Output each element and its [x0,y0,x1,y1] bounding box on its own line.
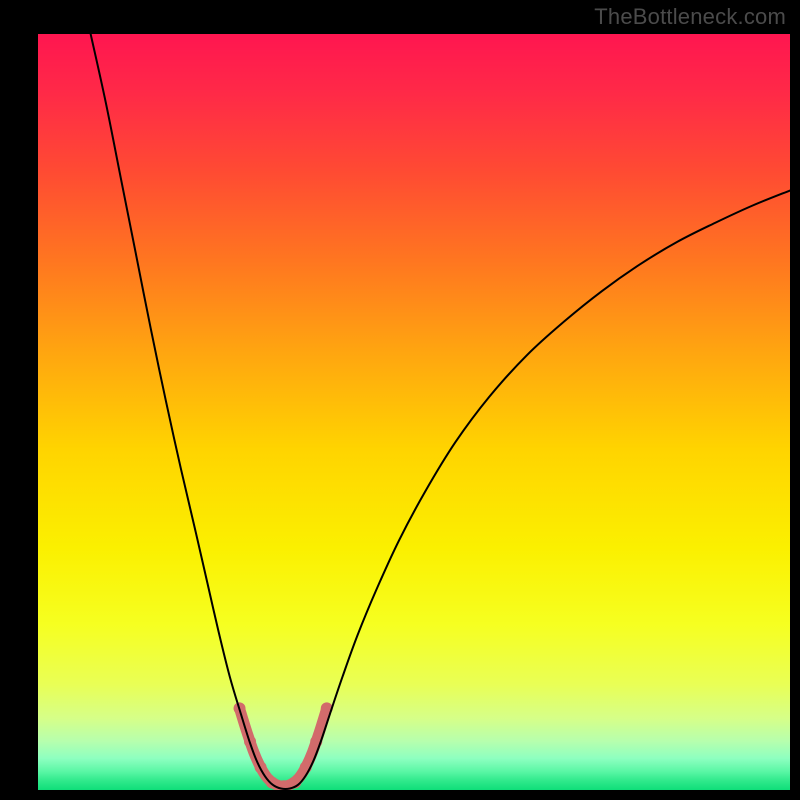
plot-area [38,34,790,790]
bottleneck-curve-chart [38,34,790,790]
watermark-text: TheBottleneck.com [594,4,786,30]
chart-frame: TheBottleneck.com [0,0,800,800]
gradient-background [38,34,790,790]
